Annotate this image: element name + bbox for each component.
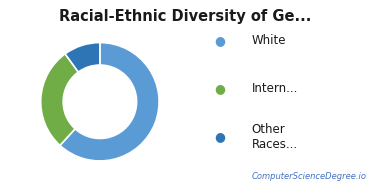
Text: .1%: .1% [94,100,115,110]
Wedge shape [60,43,159,161]
Wedge shape [65,43,100,72]
Text: Intern...: Intern... [252,82,298,95]
Text: Racial-Ethnic Diversity of Ge...: Racial-Ethnic Diversity of Ge... [59,9,311,24]
Text: ●: ● [215,34,225,47]
Wedge shape [41,54,78,145]
Text: ●: ● [215,82,225,95]
Text: Other
Races...: Other Races... [252,123,298,151]
Text: White: White [252,34,286,47]
Text: ●: ● [215,130,225,143]
Text: ComputerScienceDegree.io: ComputerScienceDegree.io [251,172,366,181]
